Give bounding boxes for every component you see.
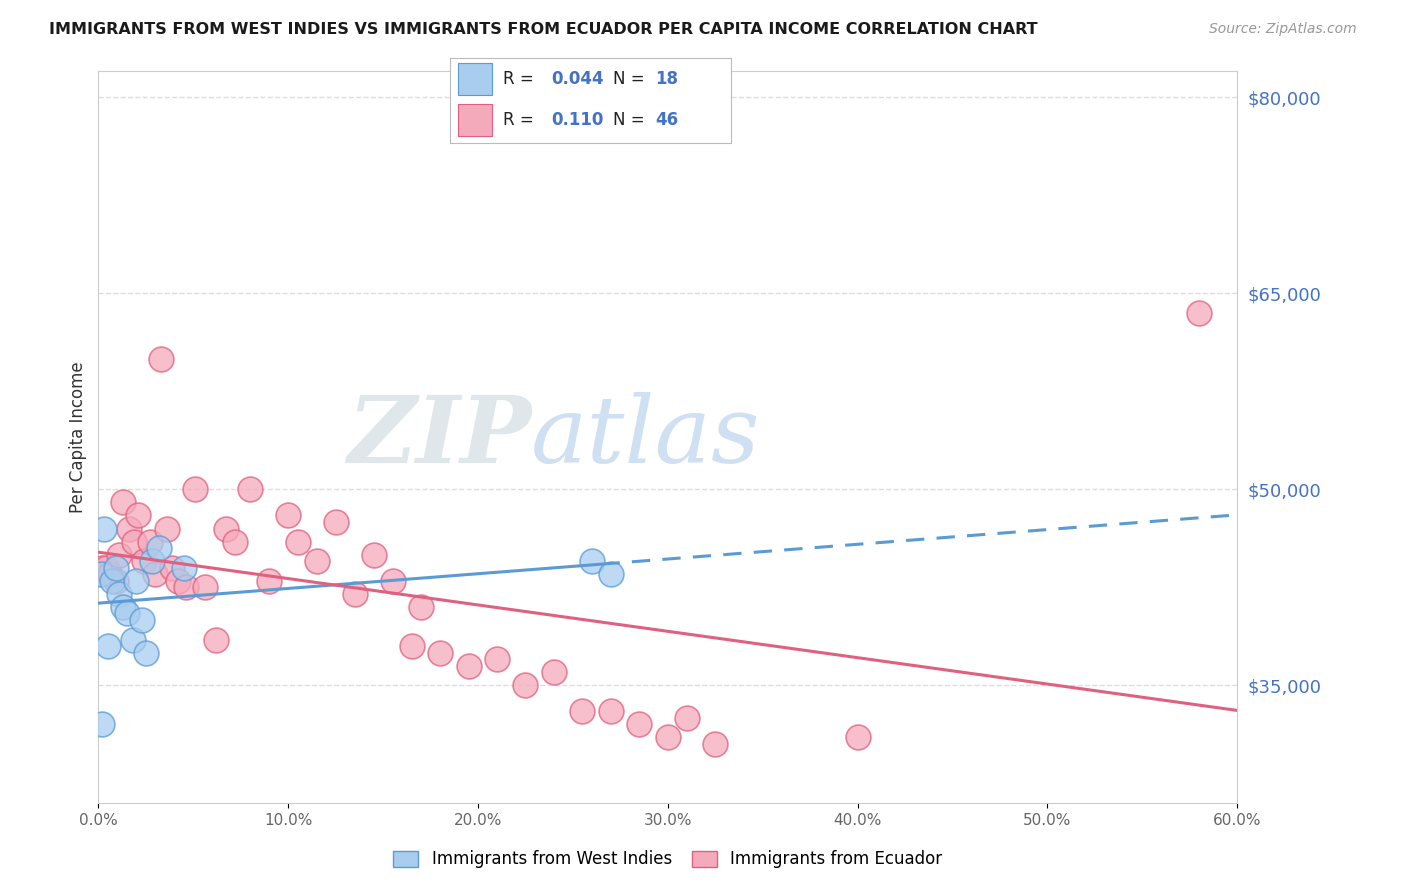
Point	[277, 508, 299, 523]
Point	[486, 652, 509, 666]
Point	[515, 678, 537, 692]
Text: R =: R =	[503, 70, 540, 88]
Point	[100, 574, 122, 588]
Point	[259, 574, 281, 588]
Text: IMMIGRANTS FROM WEST INDIES VS IMMIGRANTS FROM ECUADOR PER CAPITA INCOME CORRELA: IMMIGRANTS FROM WEST INDIES VS IMMIGRANT…	[49, 22, 1038, 37]
Point	[91, 560, 114, 574]
Text: R =: R =	[503, 111, 544, 128]
Point	[98, 567, 121, 582]
Point	[1188, 306, 1211, 320]
Point	[108, 548, 131, 562]
Point	[125, 574, 148, 588]
Point	[131, 613, 153, 627]
Y-axis label: Per Capita Income: Per Capita Income	[69, 361, 87, 513]
Point	[287, 534, 309, 549]
Text: 46: 46	[655, 111, 678, 128]
Point	[571, 705, 593, 719]
Point	[381, 574, 404, 588]
Point	[205, 632, 228, 647]
Point	[97, 639, 120, 653]
Text: N =: N =	[613, 111, 650, 128]
Point	[156, 521, 179, 535]
Point	[214, 521, 236, 535]
Text: 18: 18	[655, 70, 678, 88]
Point	[91, 717, 114, 731]
Point	[127, 508, 149, 523]
Point	[132, 554, 155, 568]
Point	[704, 737, 727, 751]
Point	[90, 567, 112, 582]
Legend: Immigrants from West Indies, Immigrants from Ecuador: Immigrants from West Indies, Immigrants …	[387, 844, 949, 875]
Point	[239, 483, 262, 497]
Point	[676, 711, 699, 725]
Point	[162, 560, 184, 574]
Text: ZIP: ZIP	[347, 392, 531, 482]
Point	[411, 599, 433, 614]
Point	[167, 574, 190, 588]
Text: Source: ZipAtlas.com: Source: ZipAtlas.com	[1209, 22, 1357, 37]
Text: 0.044: 0.044	[551, 70, 603, 88]
Point	[657, 731, 679, 745]
Point	[124, 534, 146, 549]
Point	[173, 560, 195, 574]
Point	[363, 548, 385, 562]
Point	[325, 515, 347, 529]
Point	[543, 665, 565, 680]
Point	[115, 607, 138, 621]
Point	[138, 534, 160, 549]
Point	[429, 646, 451, 660]
Point	[150, 351, 173, 366]
Point	[121, 632, 143, 647]
Bar	[458, 63, 492, 95]
Point	[600, 705, 623, 719]
Text: atlas: atlas	[531, 392, 761, 482]
Point	[846, 731, 869, 745]
Point	[112, 599, 135, 614]
Point	[94, 560, 117, 574]
Point	[145, 567, 167, 582]
Point	[628, 717, 651, 731]
Point	[600, 567, 623, 582]
Point	[457, 658, 479, 673]
Point	[135, 646, 157, 660]
Point	[148, 541, 170, 555]
Point	[401, 639, 423, 653]
Point	[194, 580, 217, 594]
Bar	[458, 103, 492, 136]
Point	[343, 587, 366, 601]
Point	[141, 554, 163, 568]
Point	[112, 495, 135, 509]
Point	[104, 560, 127, 574]
Point	[108, 587, 131, 601]
Point	[174, 580, 197, 594]
Point	[224, 534, 246, 549]
Point	[184, 483, 207, 497]
Text: N =: N =	[613, 70, 650, 88]
Point	[93, 521, 115, 535]
Point	[305, 554, 328, 568]
Point	[104, 574, 127, 588]
Point	[581, 554, 603, 568]
Point	[118, 521, 141, 535]
Text: 0.110: 0.110	[551, 111, 603, 128]
